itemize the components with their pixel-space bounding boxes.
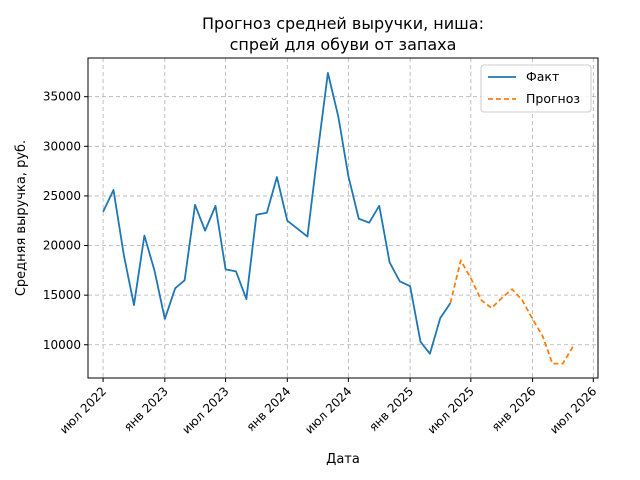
chart-title-line-1: Прогноз средней выручки, ниша: bbox=[202, 14, 484, 33]
x-tick-label: янв 2023 bbox=[121, 384, 171, 434]
x-tick-label: июл 2024 bbox=[302, 384, 354, 436]
y-tick-label: 20000 bbox=[43, 239, 81, 253]
series-line-forecast bbox=[449, 259, 574, 365]
y-axis-ticks: 10000 15000 20000 25000 30000 35000 bbox=[43, 90, 88, 352]
y-tick-label: 25000 bbox=[43, 189, 81, 203]
x-tick-label: июл 2022 bbox=[57, 384, 109, 436]
legend-label-fact: Факт bbox=[526, 69, 559, 84]
x-axis-ticks: июл 2022 янв 2023 июл 2023 янв 2024 июл 2024… bbox=[57, 378, 599, 437]
legend-label-forecast: Прогноз bbox=[526, 91, 580, 106]
y-tick-label: 35000 bbox=[43, 90, 81, 104]
x-tick-label: июл 2025 bbox=[425, 384, 477, 436]
series-lines bbox=[102, 71, 574, 365]
x-tick-label: янв 2024 bbox=[244, 384, 294, 434]
x-tick-label: июл 2026 bbox=[547, 384, 599, 436]
y-tick-label: 10000 bbox=[43, 338, 81, 352]
plot-frame bbox=[87, 57, 599, 379]
x-tick-label: июл 2023 bbox=[179, 384, 231, 436]
y-tick-label: 30000 bbox=[43, 139, 81, 153]
chart-title-line-2: спрей для обуви от запаха bbox=[230, 35, 457, 54]
legend: Факт Прогноз bbox=[480, 64, 592, 113]
x-tick-label: янв 2026 bbox=[489, 384, 539, 434]
y-tick-label: 15000 bbox=[43, 288, 81, 302]
x-axis-label: Дата bbox=[326, 452, 360, 467]
x-tick-label: янв 2025 bbox=[366, 384, 416, 434]
series-line-fact bbox=[102, 71, 452, 355]
y-axis-label: Средняя выручка, руб. bbox=[14, 140, 29, 296]
